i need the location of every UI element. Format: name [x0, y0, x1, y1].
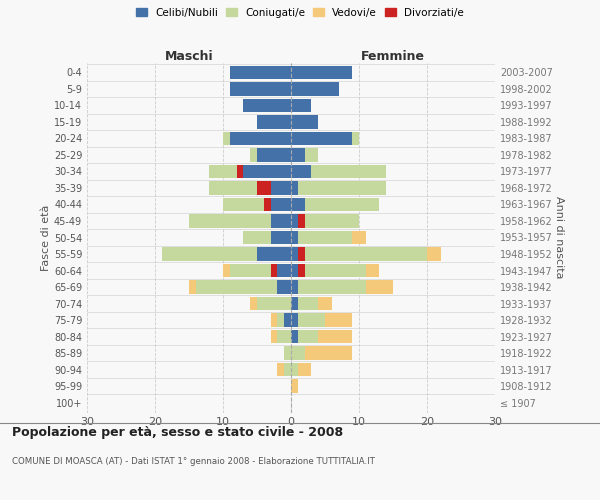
Bar: [244, 165, 291, 178]
Bar: [271, 182, 291, 194]
Bar: [366, 280, 393, 293]
Bar: [291, 182, 298, 194]
Bar: [230, 82, 291, 96]
Bar: [277, 264, 291, 277]
Bar: [298, 214, 359, 228]
Text: COMUNE DI MOASCA (AT) - Dati ISTAT 1° gennaio 2008 - Elaborazione TUTTITALIA.IT: COMUNE DI MOASCA (AT) - Dati ISTAT 1° ge…: [12, 458, 375, 466]
Bar: [230, 132, 291, 145]
Bar: [257, 116, 291, 128]
Bar: [291, 66, 352, 79]
Bar: [277, 280, 291, 293]
Bar: [318, 297, 332, 310]
Bar: [223, 198, 271, 211]
Bar: [209, 182, 271, 194]
Y-axis label: Anni di nascita: Anni di nascita: [554, 196, 564, 278]
Bar: [277, 363, 284, 376]
Bar: [277, 314, 284, 326]
Bar: [264, 198, 271, 211]
Bar: [223, 132, 230, 145]
Bar: [305, 148, 318, 162]
Bar: [230, 264, 277, 277]
Bar: [257, 248, 291, 260]
Bar: [271, 231, 291, 244]
Bar: [291, 314, 298, 326]
Bar: [291, 248, 298, 260]
Bar: [291, 264, 298, 277]
Text: Popolazione per età, sesso e stato civile - 2008: Popolazione per età, sesso e stato civil…: [12, 426, 343, 439]
Bar: [291, 363, 298, 376]
Bar: [250, 297, 257, 310]
Text: Maschi: Maschi: [164, 50, 214, 64]
Bar: [305, 346, 352, 360]
Bar: [291, 297, 298, 310]
Bar: [162, 248, 257, 260]
Bar: [298, 248, 305, 260]
Bar: [236, 165, 244, 178]
Bar: [271, 330, 277, 343]
Bar: [298, 314, 325, 326]
Bar: [291, 346, 305, 360]
Bar: [298, 363, 311, 376]
Text: Femmine: Femmine: [361, 50, 425, 64]
Bar: [298, 280, 366, 293]
Bar: [291, 380, 298, 392]
Bar: [271, 214, 291, 228]
Bar: [298, 297, 318, 310]
Bar: [257, 182, 271, 194]
Bar: [298, 182, 386, 194]
Bar: [291, 280, 298, 293]
Bar: [291, 330, 298, 343]
Bar: [298, 330, 318, 343]
Bar: [291, 132, 352, 145]
Bar: [284, 363, 291, 376]
Bar: [271, 198, 291, 211]
Bar: [291, 198, 305, 211]
Bar: [196, 280, 277, 293]
Bar: [366, 264, 379, 277]
Bar: [311, 165, 386, 178]
Bar: [189, 214, 271, 228]
Bar: [291, 82, 338, 96]
Bar: [209, 165, 244, 178]
Bar: [298, 248, 427, 260]
Bar: [271, 314, 277, 326]
Bar: [277, 330, 291, 343]
Y-axis label: Fasce di età: Fasce di età: [41, 204, 51, 270]
Bar: [223, 264, 230, 277]
Bar: [352, 231, 366, 244]
Bar: [230, 66, 291, 79]
Legend: Celibi/Nubili, Coniugati/e, Vedovi/e, Divorziati/e: Celibi/Nubili, Coniugati/e, Vedovi/e, Di…: [136, 8, 464, 18]
Bar: [298, 264, 305, 277]
Bar: [352, 132, 359, 145]
Bar: [250, 148, 257, 162]
Bar: [291, 99, 311, 112]
Bar: [305, 198, 379, 211]
Bar: [189, 280, 196, 293]
Bar: [291, 214, 298, 228]
Bar: [298, 264, 366, 277]
Bar: [298, 214, 305, 228]
Bar: [325, 314, 352, 326]
Bar: [284, 314, 291, 326]
Bar: [257, 297, 291, 310]
Bar: [318, 330, 352, 343]
Bar: [257, 148, 291, 162]
Bar: [298, 231, 352, 244]
Bar: [291, 231, 298, 244]
Bar: [244, 231, 271, 244]
Bar: [271, 264, 277, 277]
Bar: [291, 148, 305, 162]
Bar: [244, 99, 291, 112]
Bar: [291, 116, 318, 128]
Bar: [291, 165, 311, 178]
Bar: [427, 248, 440, 260]
Bar: [284, 346, 291, 360]
